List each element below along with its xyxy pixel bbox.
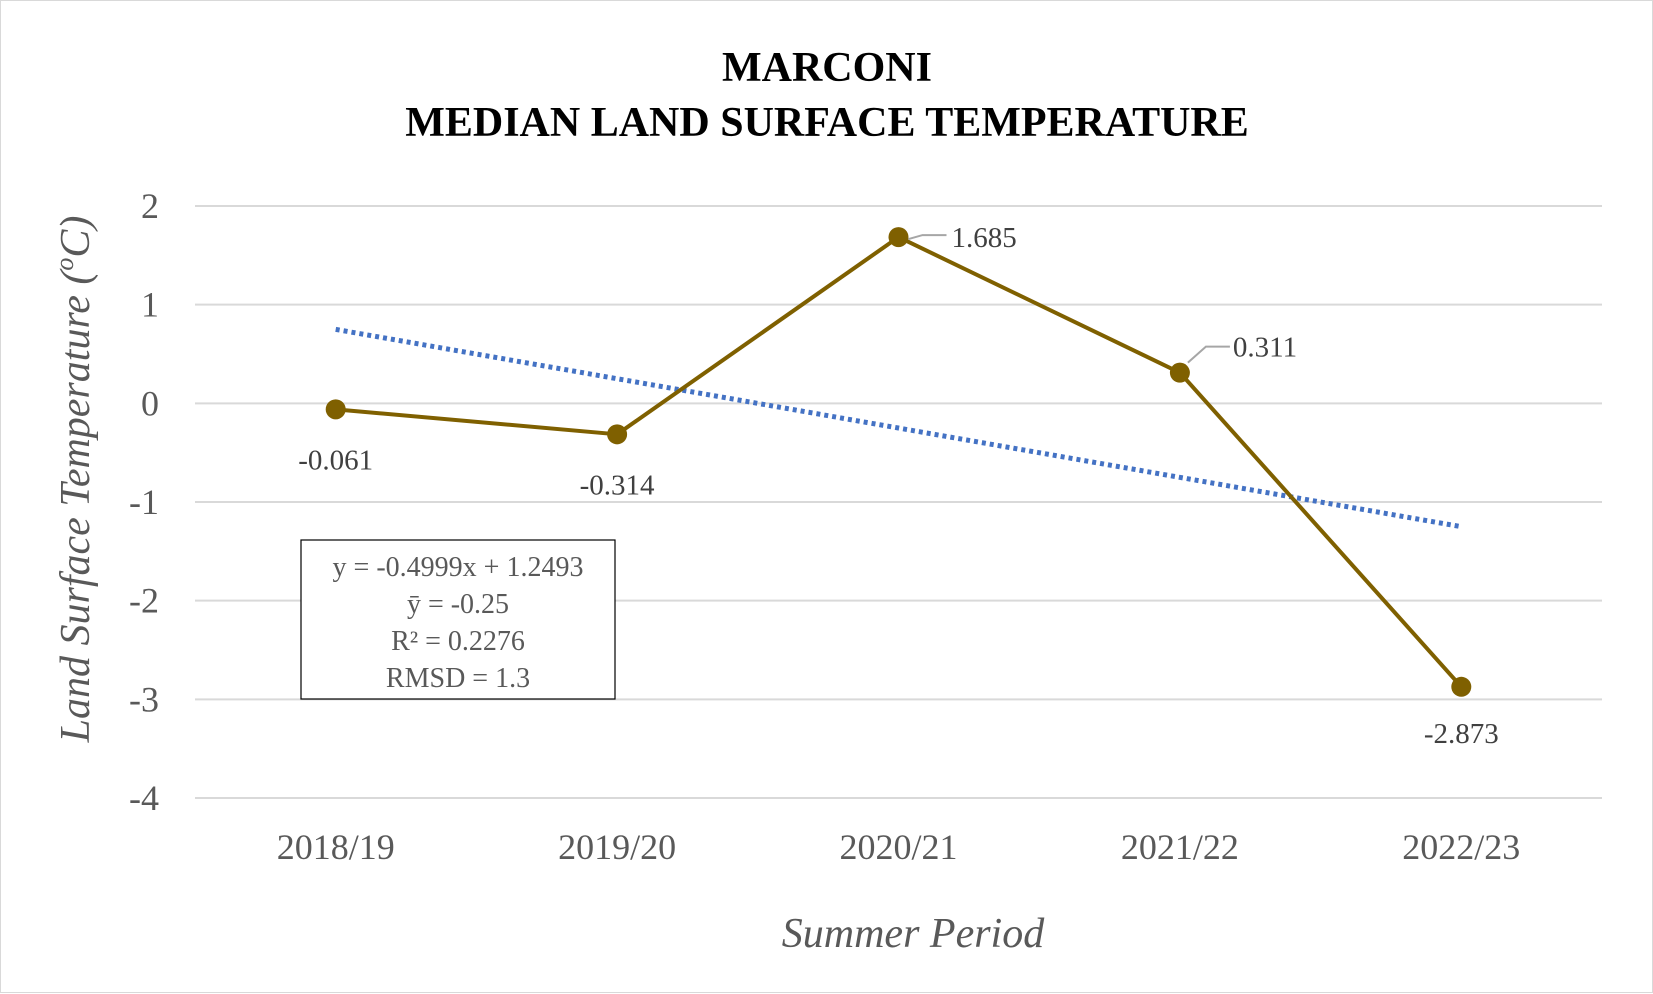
y-tick-label: -2 [129, 581, 159, 621]
y-tick-label: -4 [129, 778, 159, 818]
y-tick-label: 1 [141, 285, 159, 325]
stats-box-border [300, 539, 616, 700]
stats-rmsd: RMSD = 1.3 [386, 663, 530, 694]
data-label: -2.873 [1424, 718, 1499, 750]
y-tick-label: 0 [141, 383, 159, 423]
trendline [335, 326, 1462, 530]
x-tick-label: 2019/20 [558, 827, 676, 867]
y-tick-label: 2 [141, 186, 159, 226]
leader-line [1187, 345, 1230, 364]
data-point [888, 227, 909, 248]
x-tick-label: 2022/23 [1402, 827, 1520, 867]
series-group [325, 227, 1472, 697]
data-point [1169, 362, 1190, 383]
x-tick-label: 2018/19 [277, 827, 395, 867]
y-axis-title-superscript: o [50, 258, 79, 271]
data-label: 0.311 [1233, 332, 1297, 364]
chart-title-line-2: MEDIAN LAND SURFACE TEMPERATURE [405, 100, 1249, 146]
trendline-group [335, 326, 1462, 530]
data-labels: -0.061 -0.314 1.685 0.311 -2.873 [298, 222, 1499, 750]
data-label: -0.061 [298, 444, 373, 476]
chart-title-line-1: MARCONI [722, 45, 932, 91]
y-axis-title: Land Surface Temperature (oC) [50, 216, 99, 744]
y-tick-label: -1 [129, 482, 159, 522]
y-tick-label: -3 [129, 679, 159, 719]
y-axis-title-text: Land Surface Temperature ( [53, 268, 99, 744]
data-point [325, 399, 346, 420]
data-label: 1.685 [952, 222, 1017, 254]
stats-r-squared: R² = 0.2276 [391, 626, 525, 657]
y-axis-ticks: 2 1 0 -1 -2 -3 -4 [129, 186, 159, 818]
gridlines [195, 205, 1602, 799]
x-tick-label: 2021/22 [1121, 827, 1239, 867]
stats-mean: ȳ = -0.25 [407, 589, 509, 620]
leader-line [908, 234, 947, 241]
data-point [1451, 676, 1472, 697]
stats-equation: y = -0.4999x + 1.2493 [333, 552, 584, 583]
y-axis-title-unit: C) [53, 216, 99, 258]
regression-stats-box: y = -0.4999x + 1.2493 ȳ = -0.25 R² = 0.2… [300, 539, 616, 700]
x-tick-label: 2020/21 [839, 827, 957, 867]
data-label: -0.314 [580, 469, 655, 501]
x-axis-ticks: 2018/19 2019/20 2020/21 2021/22 2022/23 [277, 827, 1521, 867]
data-point [607, 424, 628, 445]
x-axis-title: Summer Period [782, 911, 1045, 957]
